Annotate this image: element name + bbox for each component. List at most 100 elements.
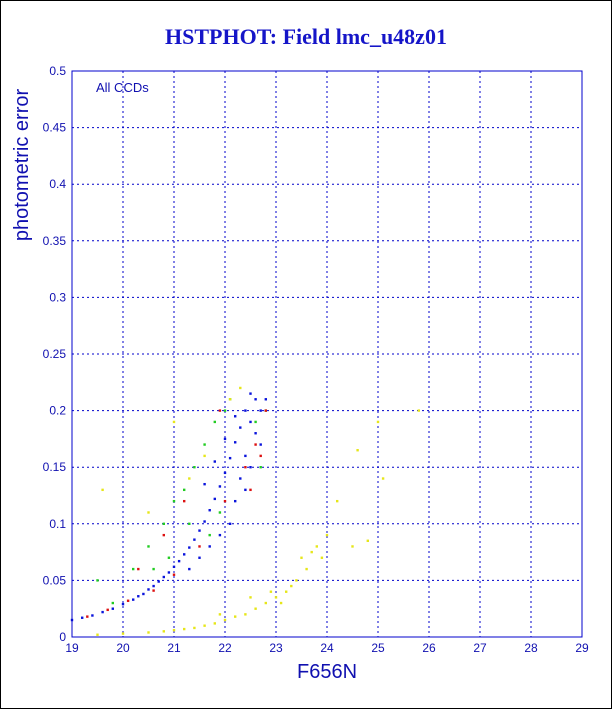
data-point-yellow: [121, 632, 125, 635]
x-tick-label: 21: [167, 641, 181, 655]
data-point-blue: [167, 571, 171, 574]
data-point-blue: [254, 432, 257, 435]
data-point-blue: [259, 409, 262, 412]
data-point-yellow: [325, 533, 329, 537]
data-point-blue: [264, 398, 267, 401]
data-point-blue: [188, 567, 191, 571]
data-point-red: [218, 409, 222, 412]
data-point-yellow: [285, 590, 288, 593]
data-point-green: [203, 443, 206, 446]
data-point-blue: [152, 584, 155, 588]
y-tick-label: 0.5: [49, 64, 66, 78]
data-point-red: [162, 533, 165, 537]
data-point-green: [96, 579, 99, 582]
data-point-blue: [193, 538, 196, 541]
data-point-yellow: [101, 488, 104, 492]
data-point-blue: [198, 556, 201, 559]
data-point-blue: [244, 409, 247, 412]
y-tick-label: 0.1: [49, 517, 66, 531]
data-point-blue: [249, 392, 252, 395]
data-point-green: [132, 567, 135, 571]
data-point-red: [254, 443, 257, 446]
data-point-green: [213, 420, 216, 424]
data-point-green: [218, 511, 222, 514]
data-point-blue: [213, 497, 216, 501]
data-point-green: [183, 488, 186, 492]
y-tick-labels: 0 0.05 0.1 0.15 0.2 0.25 0.3 0.35 0.4 0.45 0.5: [43, 64, 67, 644]
data-point-blue: [111, 607, 114, 610]
data-point-red: [198, 545, 201, 548]
x-tick-label: 20: [116, 641, 130, 655]
data-point-blue: [249, 420, 252, 424]
data-point-red: [152, 589, 155, 592]
data-point-yellow: [290, 584, 293, 588]
data-point-blue: [223, 471, 227, 475]
data-point-red: [264, 409, 267, 412]
data-point-yellow: [356, 449, 359, 452]
chart-title: HSTPHOT: Field lmc_u48z01: [165, 24, 447, 49]
data-point-yellow: [188, 477, 191, 480]
data-point-blue: [203, 482, 206, 486]
data-point-green: [193, 466, 196, 469]
data-point-yellow: [244, 613, 247, 616]
x-tick-label: 29: [575, 641, 589, 655]
data-point-yellow: [274, 596, 278, 599]
data-point-yellow: [223, 618, 227, 622]
data-point-yellow: [336, 499, 339, 503]
data-point-yellow: [351, 545, 354, 548]
data-point-yellow: [193, 626, 196, 630]
data-point-green: [223, 409, 227, 412]
data-point-red: [172, 573, 176, 576]
x-axis-label: F656N: [297, 661, 357, 683]
data-point-green: [208, 533, 211, 537]
y-tick-label: 0.15: [43, 460, 67, 474]
data-point-blue: [183, 553, 186, 556]
data-point-yellow: [366, 539, 369, 542]
x-tick-label: 22: [218, 641, 232, 655]
x-tick-label: 25: [371, 641, 385, 655]
data-point-blue: [91, 614, 94, 617]
data-point-blue: [234, 415, 237, 418]
data-point-green: [172, 499, 176, 503]
data-point-blue: [208, 545, 211, 548]
data-point-blue: [259, 443, 262, 446]
data-point-blue: [172, 565, 176, 569]
x-tick-label: 24: [320, 641, 334, 655]
data-point-yellow: [279, 601, 283, 605]
data-point-yellow: [213, 622, 216, 625]
data-point-yellow: [228, 398, 232, 401]
data-point-blue: [254, 398, 257, 401]
data-point-green: [167, 556, 171, 559]
data-point-red: [126, 599, 130, 602]
plot-border: [71, 70, 583, 638]
data-point-yellow: [254, 607, 257, 610]
x-tick-label: 23: [269, 641, 283, 655]
data-point-blue: [244, 488, 247, 492]
y-tick-label: 0.45: [43, 121, 67, 135]
data-point-yellow: [172, 629, 176, 632]
data-point-yellow: [162, 630, 165, 633]
data-point-blue: [249, 466, 252, 469]
data-point-red: [86, 615, 89, 618]
data-point-blue: [177, 559, 181, 563]
data-point-yellow: [269, 590, 273, 593]
y-axis-label: photometric error: [11, 89, 33, 242]
data-point-yellow: [239, 386, 242, 390]
data-point-blue: [208, 509, 211, 512]
data-point-blue: [213, 460, 216, 463]
data-point-blue: [157, 580, 160, 583]
data-point-yellow: [310, 550, 313, 554]
x-tick-label: 19: [65, 641, 79, 655]
data-point-green: [111, 601, 114, 605]
data-point-yellow: [381, 477, 385, 480]
data-point-yellow: [305, 567, 308, 571]
data-point-blue: [162, 575, 165, 579]
data-point-yellow: [183, 627, 186, 631]
data-point-red: [244, 466, 247, 469]
data-point-yellow: [203, 454, 206, 458]
data-point-blue: [234, 499, 237, 503]
y-tick-label: 0.3: [49, 290, 66, 304]
data-point-yellow: [300, 556, 303, 559]
y-tick-label: 0.25: [43, 347, 67, 361]
data-point-yellow: [249, 596, 252, 599]
